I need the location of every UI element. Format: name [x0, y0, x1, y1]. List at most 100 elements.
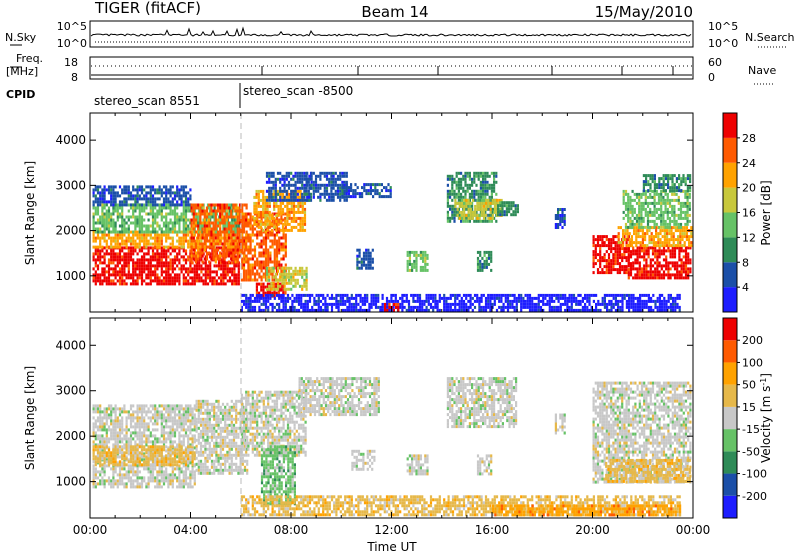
- power-cell: [125, 255, 128, 259]
- power-cell: [622, 235, 625, 239]
- power-cell: [160, 203, 163, 207]
- power-cell: [271, 272, 274, 276]
- power-cell: [683, 235, 686, 239]
- power-cell: [406, 259, 409, 263]
- power-cell: [231, 270, 234, 274]
- power-cell: [643, 276, 646, 280]
- power-cell: [653, 189, 656, 193]
- power-cell: [679, 244, 682, 248]
- power-cell: [424, 265, 427, 269]
- power-cell: [649, 186, 652, 190]
- power-cell: [374, 186, 377, 190]
- power-cell: [136, 252, 139, 256]
- power-cell: [642, 216, 645, 220]
- power-cell: [187, 203, 190, 207]
- power-cell: [215, 264, 218, 268]
- power-cell: [493, 171, 496, 175]
- power-cell: [668, 225, 672, 229]
- power-cell: [238, 221, 242, 225]
- power-cell: [277, 204, 280, 208]
- power-cell: [313, 296, 316, 300]
- power-cell: [605, 244, 608, 248]
- power-cell: [292, 269, 295, 273]
- power-cell: [268, 213, 271, 217]
- power-cell: [195, 276, 199, 280]
- power-cell: [487, 216, 490, 220]
- power-cell: [633, 216, 636, 220]
- power-cell: [281, 281, 284, 285]
- power-cell: [632, 249, 635, 253]
- power-cell: [490, 207, 493, 211]
- power-cell: [94, 227, 97, 231]
- power-cell: [206, 203, 210, 207]
- power-cell: [676, 273, 679, 277]
- power-cell: [334, 177, 337, 181]
- power-cell: [270, 222, 274, 226]
- power-cell: [365, 192, 368, 196]
- power-cell: [451, 189, 454, 193]
- power-cell: [415, 259, 418, 263]
- power-cell: [187, 227, 190, 231]
- power-cell: [257, 210, 260, 214]
- power-cell: [363, 189, 366, 193]
- power-cell: [158, 242, 161, 246]
- power-cell: [646, 232, 649, 236]
- power-cell: [156, 282, 159, 286]
- power-cell: [205, 230, 209, 234]
- power-cell: [666, 222, 669, 226]
- power-cell: [167, 233, 170, 237]
- power-cell: [339, 174, 342, 178]
- power-cell: [123, 185, 126, 189]
- power-cell: [361, 195, 364, 199]
- power-cell: [151, 185, 155, 189]
- power-cell: [94, 200, 97, 204]
- power-cell: [165, 194, 168, 198]
- power-cell: [264, 213, 267, 217]
- power-cell: [660, 267, 663, 271]
- power-cell: [640, 213, 643, 217]
- power-cell: [614, 235, 617, 239]
- power-cell: [638, 195, 641, 199]
- power-cell: [323, 192, 326, 196]
- power-cell: [367, 189, 370, 193]
- power-cell: [208, 260, 211, 264]
- power-cell: [660, 207, 663, 211]
- power-cell: [272, 284, 275, 288]
- power-cell: [660, 189, 663, 193]
- power-cell: [99, 282, 102, 286]
- power-cell: [625, 256, 628, 260]
- power-cell: [216, 203, 220, 207]
- power-cell: [684, 267, 688, 271]
- power-cell: [631, 225, 634, 229]
- power-cell: [298, 180, 302, 184]
- power-cell: [231, 273, 234, 277]
- power-cell: [101, 206, 104, 210]
- power-cell: [253, 263, 257, 267]
- power-cell: [453, 213, 456, 217]
- power-cell: [149, 224, 152, 228]
- power-cell: [473, 180, 476, 184]
- power-cell: [655, 201, 658, 205]
- power-cell: [247, 263, 250, 267]
- power-cell: [242, 236, 246, 240]
- power-cell: [281, 222, 285, 226]
- power-cell: [610, 262, 613, 266]
- power-cell: [247, 257, 250, 261]
- power-cell: [192, 224, 195, 228]
- power-cell: [264, 291, 267, 295]
- power-cell: [361, 302, 364, 306]
- power-cell: [303, 171, 306, 175]
- power-cell: [490, 250, 493, 254]
- power-cell: [284, 296, 287, 300]
- power-cell: [419, 250, 422, 254]
- power-cell: [505, 204, 508, 208]
- power-cell: [228, 209, 232, 213]
- power-cell: [385, 195, 388, 199]
- power-cell: [214, 257, 217, 261]
- power-cell: [655, 189, 658, 193]
- power-cell: [641, 232, 644, 236]
- power-cell: [265, 287, 269, 291]
- power-cell: [653, 213, 656, 217]
- power-cell: [121, 267, 124, 271]
- power-cell: [380, 189, 383, 193]
